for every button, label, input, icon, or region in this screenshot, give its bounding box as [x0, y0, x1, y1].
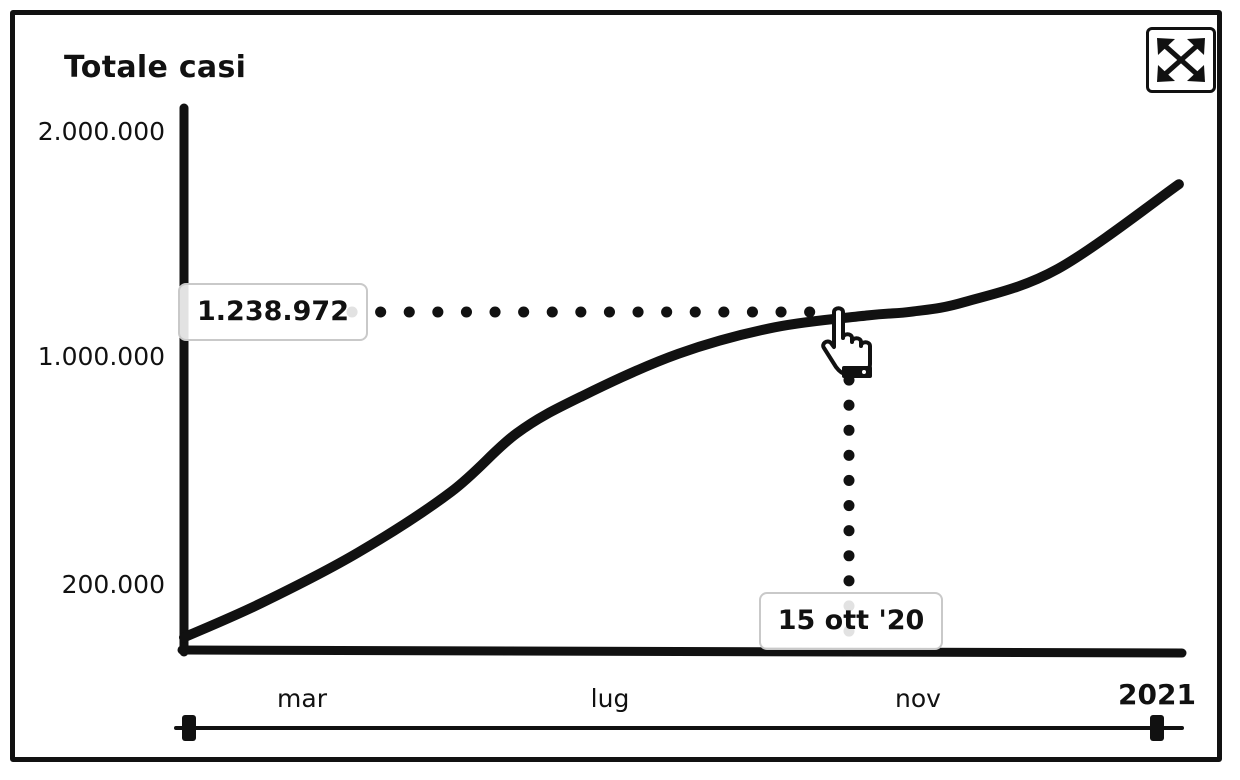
series-line: [179, 179, 1184, 643]
expand-button[interactable]: [1146, 27, 1216, 93]
x-tick-label: mar: [277, 684, 327, 713]
expand-arrows-icon: [1157, 38, 1205, 82]
x-tick-label: nov: [895, 684, 941, 713]
y-tick-label: 200.000: [61, 570, 165, 599]
range-slider-handle-end[interactable]: [1150, 715, 1164, 741]
highlight-value-label: 1.238.972: [178, 283, 368, 341]
y-tick-label: 1.000.000: [37, 342, 165, 371]
x-tick-label: 2021: [1118, 678, 1196, 711]
x-axis: [177, 645, 1187, 658]
pointing-hand-icon: [812, 304, 884, 382]
x-tick-label: lug: [590, 684, 630, 713]
y-tick-label: 2.000.000: [37, 117, 165, 146]
range-slider-handle-start[interactable]: [182, 715, 196, 741]
chart-title: Totale casi: [64, 50, 247, 85]
highlight-date-label: 15 ott '20: [759, 592, 943, 650]
chart-frame: [10, 10, 1222, 762]
